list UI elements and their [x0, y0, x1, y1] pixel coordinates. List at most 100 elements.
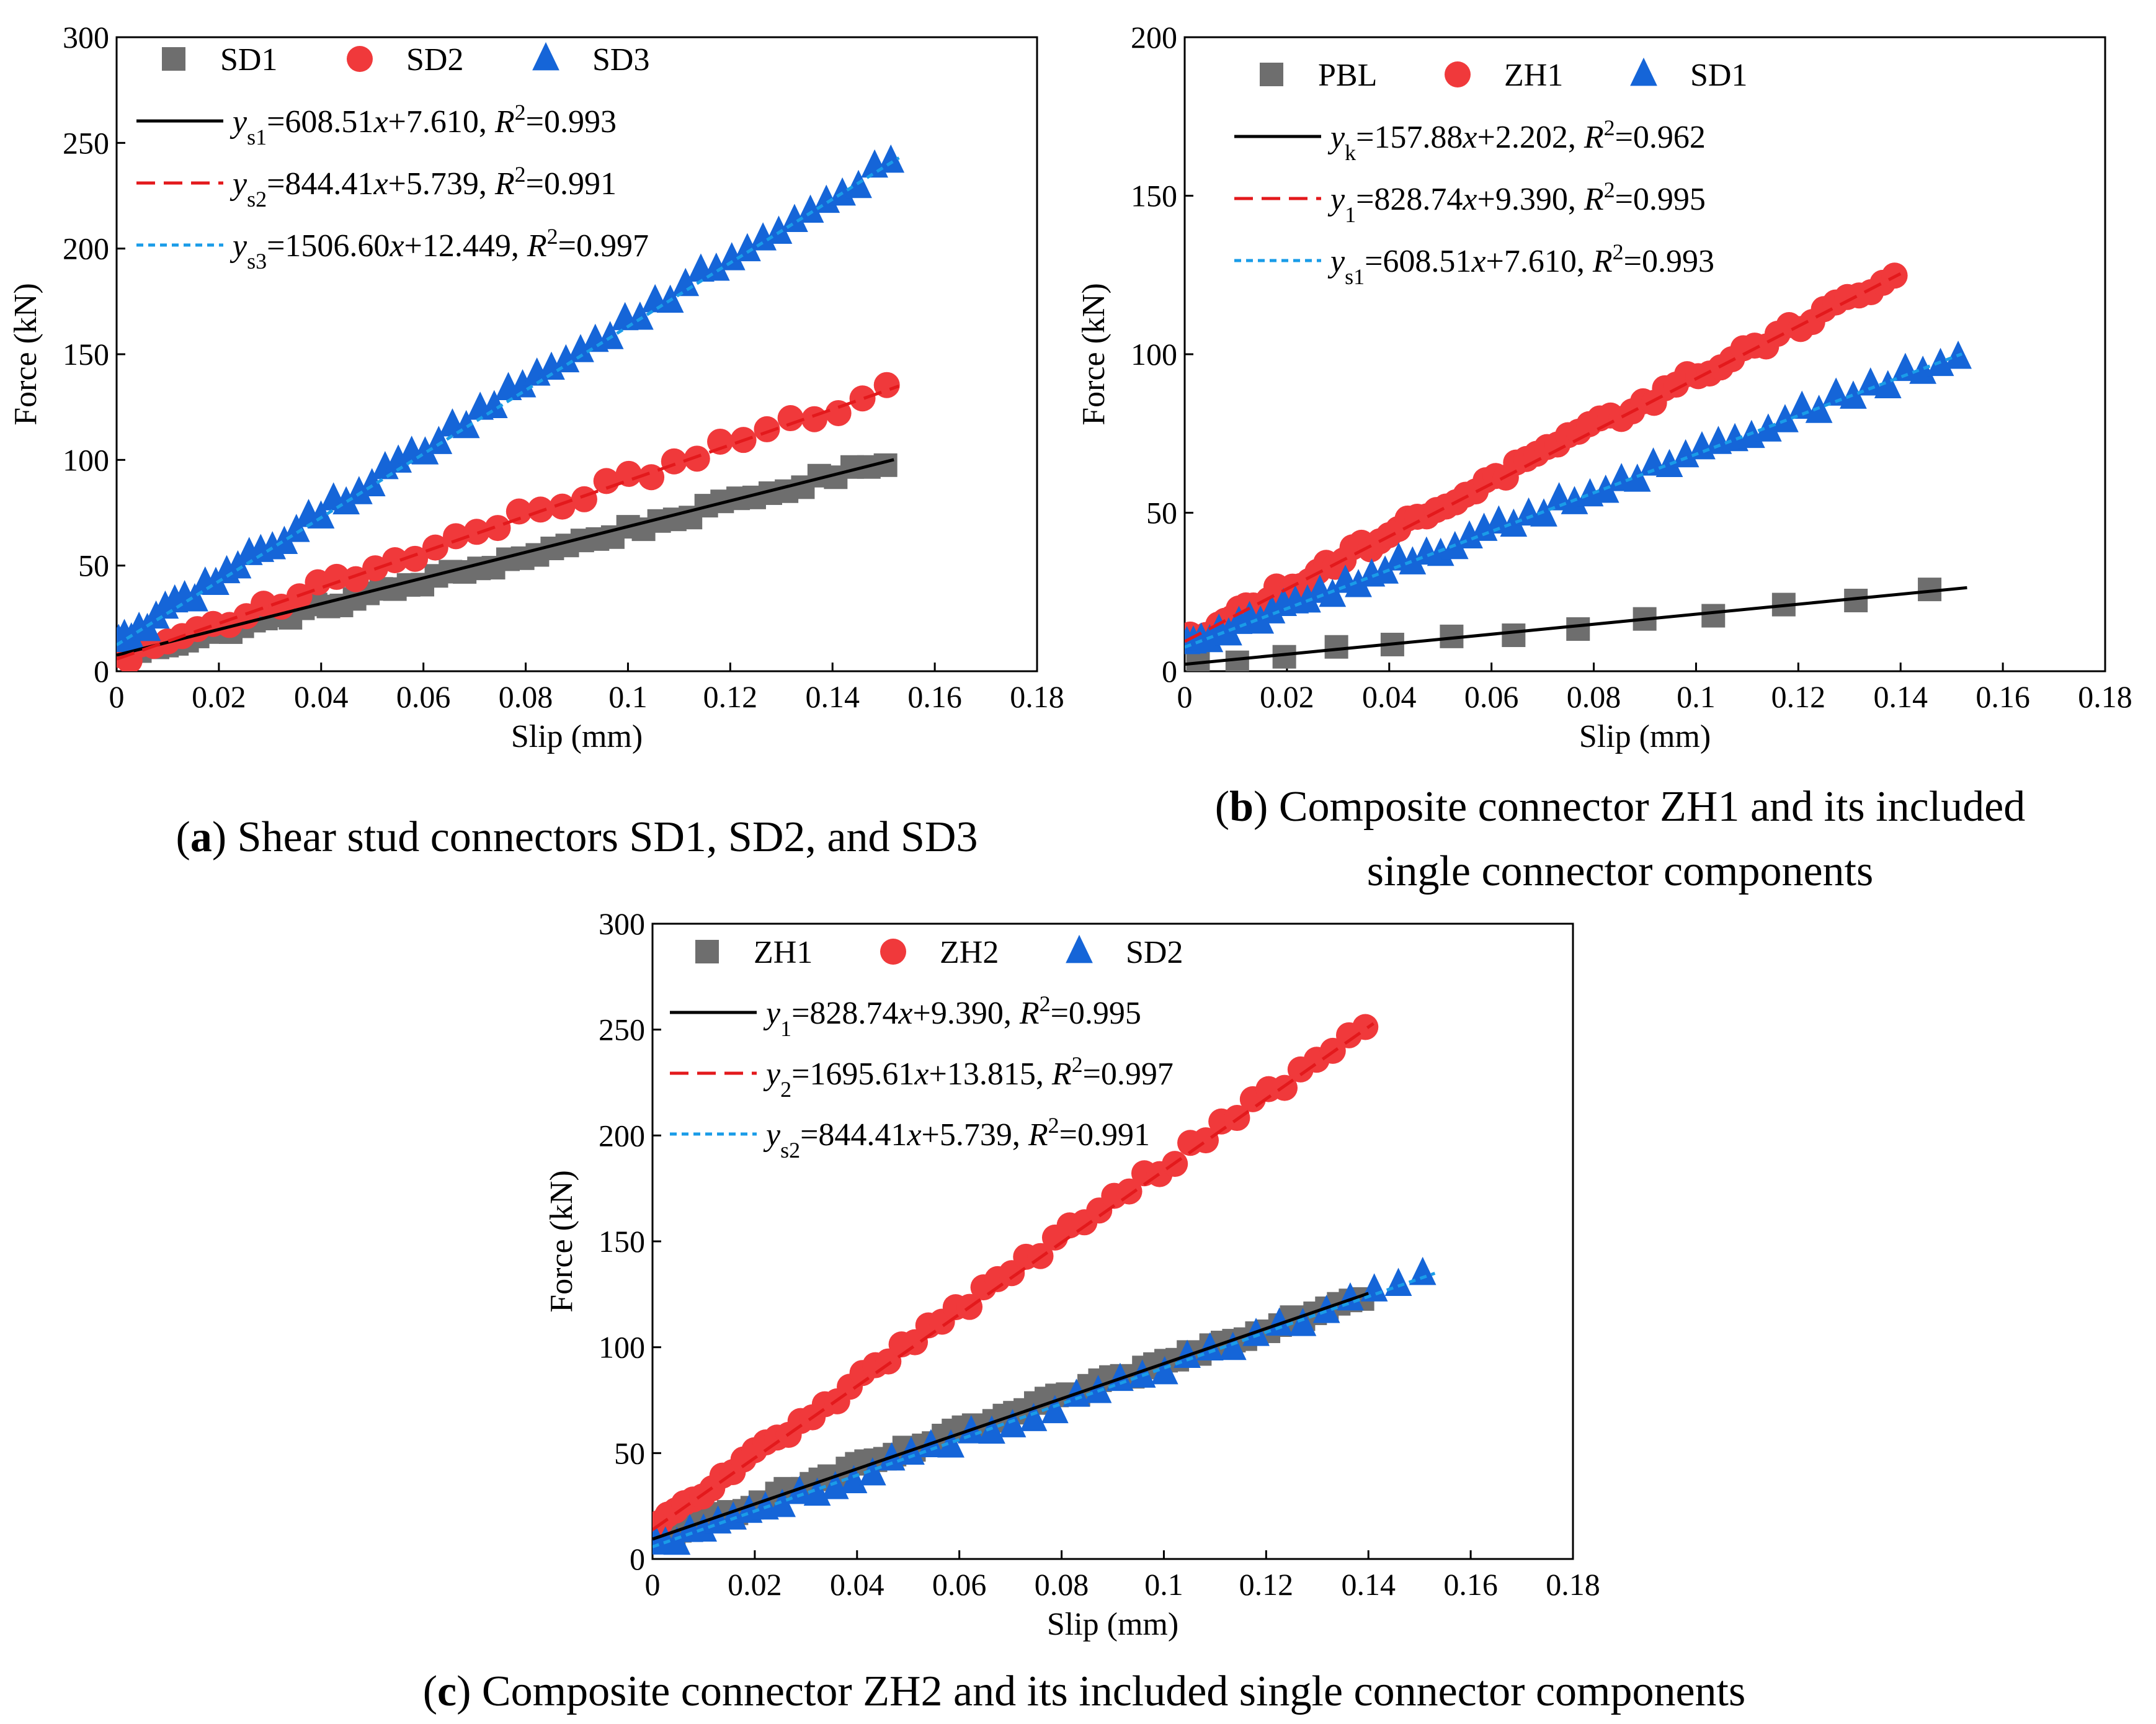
- data-point: [1470, 512, 1498, 541]
- fit-line: [1185, 272, 1902, 643]
- fit-line: [117, 384, 900, 661]
- data-point: [999, 1409, 1027, 1437]
- data-point: [1399, 546, 1427, 574]
- data-point: [509, 369, 537, 398]
- data-point: [1500, 508, 1528, 537]
- data-point: [690, 1513, 718, 1542]
- data-point: [849, 385, 876, 412]
- caption-line-2: single connector components: [1367, 847, 1873, 895]
- data-point: [1384, 1267, 1412, 1296]
- data-point: [593, 468, 620, 494]
- data-point: [442, 523, 469, 550]
- fit-line: [653, 1272, 1436, 1548]
- fit-equation: yk=157.88x+2.202, R2=0.962: [1327, 115, 1706, 165]
- fit-line: [117, 458, 894, 657]
- legend-marker: [1066, 934, 1093, 963]
- legend-label: ZH1: [754, 935, 813, 970]
- data-point: [754, 416, 780, 442]
- legend-marker: [1260, 63, 1283, 86]
- fit-equation: y1=828.74x+9.390, R2=0.995: [763, 991, 1141, 1041]
- data-point: [1909, 355, 1936, 384]
- data-point: [1701, 604, 1726, 628]
- y-tick-label: 50: [78, 548, 109, 583]
- y-tick-label: 100: [599, 1330, 645, 1365]
- fit-equation: ys1=608.51x+7.610, R2=0.993: [1327, 239, 1714, 289]
- data-point: [463, 519, 490, 545]
- data-point: [672, 267, 700, 297]
- x-tick-label: 0.18: [2078, 679, 2132, 714]
- data-point: [358, 468, 386, 496]
- legend-marker: [162, 47, 185, 71]
- data-point: [538, 351, 565, 380]
- legend: PBL ZH1 SD1 yk=157.88x+2.202, R2=0.962 y1=82…: [1234, 57, 1747, 289]
- data-point: [402, 545, 429, 572]
- data-point: [1771, 404, 1799, 432]
- legend: SD1 SD2 SD3 ys1=608.51x+7.610, R2=0.993 ys2=…: [136, 42, 649, 274]
- plot-area: [117, 144, 905, 671]
- y-tick-label: 150: [599, 1224, 645, 1259]
- y-axis-title: Force (kN): [8, 283, 43, 426]
- x-tick-label: 0.12: [1771, 679, 1826, 714]
- caption: (b) Composite connector ZH1 and its incl…: [1215, 783, 2025, 831]
- y-tick-label: 50: [614, 1436, 645, 1470]
- legend-marker: [347, 46, 373, 72]
- data-point: [1840, 380, 1867, 409]
- y-tick-label: 200: [63, 231, 109, 266]
- data-point: [1107, 1362, 1134, 1391]
- x-tick-label: 0.14: [1341, 1567, 1396, 1602]
- x-axis-title: Slip (mm): [511, 719, 643, 754]
- data-point: [1892, 352, 1919, 382]
- data-point: [484, 515, 511, 542]
- data-point: [307, 500, 335, 529]
- x-tick-label: 0.08: [499, 679, 553, 714]
- data-point: [1324, 635, 1348, 659]
- data-point: [796, 194, 824, 223]
- fit-line: [653, 1292, 1370, 1541]
- x-tick-label: 0.18: [1546, 1567, 1600, 1602]
- caption: (a) Shear stud connectors SD1, SD2, and …: [176, 813, 978, 861]
- x-tick-label: 0.16: [1976, 679, 2030, 714]
- data-point: [1856, 367, 1884, 396]
- data-point: [1265, 1307, 1293, 1336]
- x-tick-label: 0.18: [1010, 679, 1064, 714]
- y-tick-label: 300: [599, 906, 645, 941]
- y-tick-label: 250: [599, 1012, 645, 1047]
- data-point: [768, 1488, 796, 1517]
- legend-label: PBL: [1318, 58, 1377, 93]
- data-point: [684, 445, 710, 472]
- x-tick-label: 0.08: [1035, 1567, 1089, 1602]
- data-point: [506, 498, 532, 525]
- y-axis-title: Force (kN): [1076, 283, 1111, 426]
- fit-equation: ys2=844.41x+5.739, R2=0.991: [763, 1113, 1150, 1163]
- y-tick-label: 250: [63, 125, 109, 160]
- data-point: [345, 476, 373, 504]
- y-tick-label: 50: [1146, 496, 1177, 530]
- data-point: [1371, 555, 1399, 584]
- data-point: [858, 1457, 886, 1486]
- data-point: [801, 406, 827, 432]
- chart-a: 0 0.02 0.04 0.06 0.08 0.1 0.12 0.14 0.16 0.18 0 50 1…: [8, 20, 1064, 861]
- legend-label: ZH2: [940, 935, 999, 970]
- fit-equation: ys3=1506.60x+12.449, R2=0.997: [229, 224, 649, 274]
- data-point: [1219, 1331, 1247, 1360]
- x-axis-title: Slip (mm): [1579, 719, 1711, 754]
- legend-marker: [532, 42, 559, 71]
- data-point: [1502, 623, 1526, 648]
- chart-b: 0 0.02 0.04 0.06 0.08 0.1 0.12 0.14 0.16 0.18 0 50 1…: [1076, 20, 2132, 895]
- data-point: [1566, 617, 1590, 641]
- legend-label: SD2: [1126, 935, 1183, 970]
- data-point: [1225, 650, 1249, 671]
- data-point: [1294, 584, 1321, 613]
- data-point: [480, 390, 508, 419]
- x-tick-label: 0.16: [907, 679, 962, 714]
- data-point: [1874, 370, 1902, 398]
- x-tick-label: 0.14: [1873, 679, 1928, 714]
- data-point: [1345, 569, 1372, 597]
- x-tick-label: 0.16: [1443, 1567, 1498, 1602]
- legend-label: SD1: [220, 42, 277, 78]
- data-point: [1409, 1256, 1437, 1285]
- x-tick-label: 0.06: [932, 1567, 987, 1602]
- data-point: [734, 233, 761, 262]
- y-tick-label: 0: [94, 654, 109, 689]
- data-point: [1151, 1356, 1178, 1385]
